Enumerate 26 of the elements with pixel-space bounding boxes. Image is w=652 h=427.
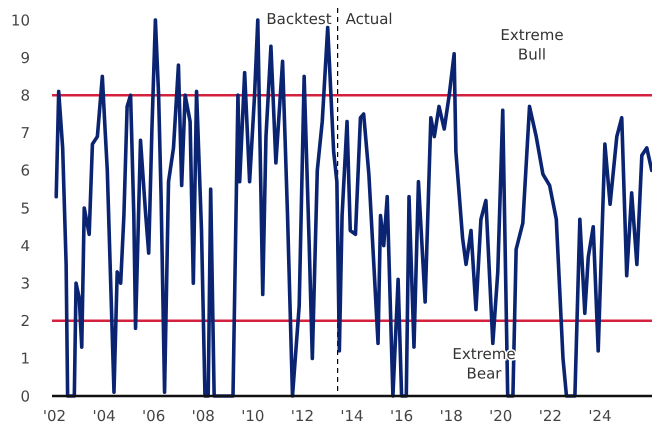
y-tick-label: 5 (20, 199, 30, 218)
x-tick-label: '18 (440, 407, 463, 425)
y-tick-label: 9 (20, 48, 30, 67)
x-tick-label: '10 (241, 407, 264, 425)
y-tick-label: 2 (20, 312, 30, 330)
y-tick-label: 4 (20, 236, 30, 255)
y-tick-label: 7 (20, 124, 30, 142)
x-tick-label: '16 (390, 407, 414, 425)
y-tick-label: 10 (10, 11, 30, 30)
x-tick-label: '22 (538, 407, 562, 425)
annotation: Actual (346, 10, 393, 28)
x-tick-label: '14 (340, 407, 364, 425)
x-tick-label: '20 (489, 407, 512, 425)
x-tick-label: '02 (42, 407, 66, 425)
x-tick-label: '06 (142, 407, 166, 425)
ref-line-label: Extreme Bull (500, 26, 564, 64)
x-tick-label: '24 (588, 407, 612, 425)
y-tick-label: 0 (20, 387, 30, 406)
x-tick-label: '04 (92, 407, 116, 425)
annotation: Backtest (266, 10, 332, 28)
x-tick-label: '12 (290, 407, 314, 425)
y-tick-label: 3 (20, 274, 30, 292)
y-tick-label: 8 (20, 86, 30, 104)
y-tick-label: 6 (20, 162, 30, 180)
y-tick-label: 1 (20, 350, 30, 368)
x-tick-label: '08 (192, 407, 215, 425)
